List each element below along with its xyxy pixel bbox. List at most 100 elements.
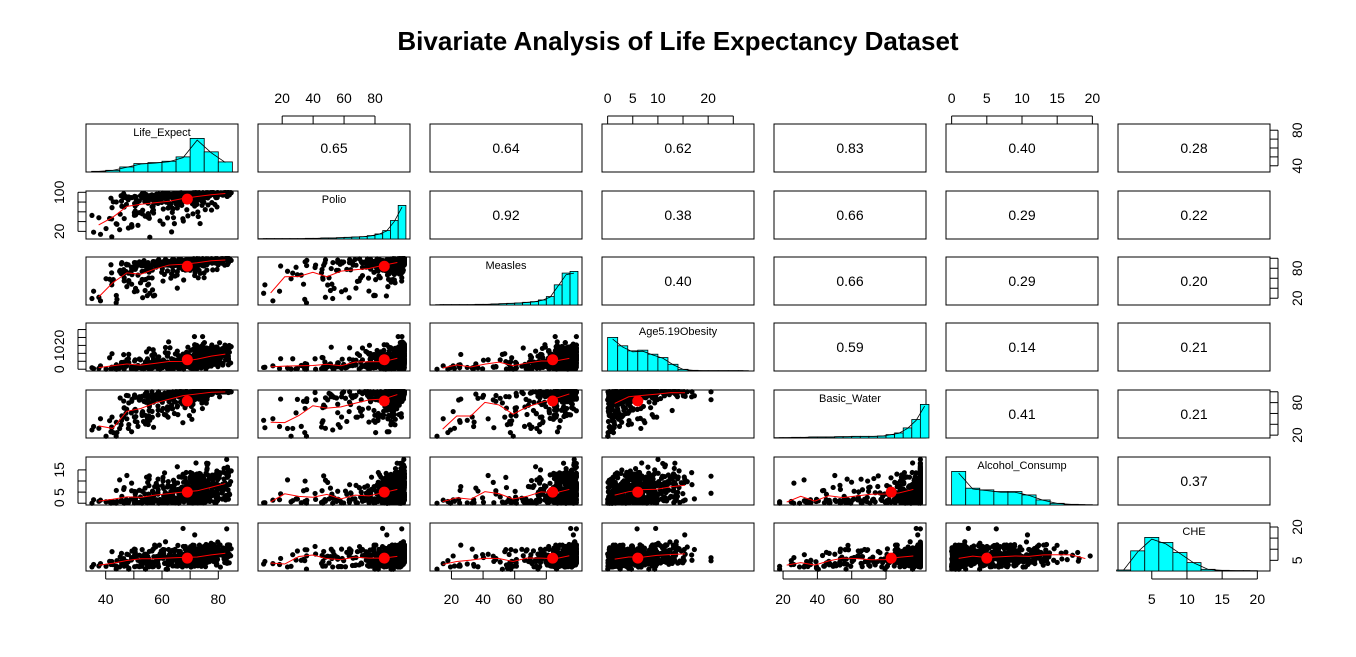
scatter-point [142, 287, 148, 294]
scatter-panel [257, 322, 411, 372]
scatter-point [330, 259, 336, 266]
scatter-point [201, 275, 207, 281]
scatter-panel [257, 389, 411, 439]
scatter-point [155, 365, 161, 371]
scatter-point [204, 389, 210, 395]
scatter-point [398, 256, 404, 262]
scatter-point [540, 420, 546, 426]
scatter-point [160, 190, 166, 196]
scatter-point [330, 427, 336, 433]
scatter-point [293, 410, 299, 416]
scatter-point [135, 423, 141, 429]
histogram-bar [189, 137, 205, 173]
scatter-point [385, 284, 391, 290]
histogram-bar [217, 161, 233, 173]
scatter-point [226, 342, 232, 349]
scatter-point [480, 392, 487, 398]
scatter-point [573, 342, 579, 349]
scatter-point [450, 408, 456, 415]
scatter-point [197, 363, 203, 369]
scatter-point [509, 355, 515, 361]
correlation-panel: 0.59 [773, 322, 927, 372]
scatter-point [161, 195, 167, 201]
correlation-panel: 0.62 [601, 123, 755, 173]
scatter-point [513, 365, 520, 371]
histogram-bar [390, 220, 399, 240]
histogram-bar [561, 272, 571, 306]
scatter-point [202, 207, 208, 213]
correlation-panel: 0.29 [945, 190, 1099, 240]
scatter-point [199, 405, 205, 412]
scatter-point [365, 405, 372, 411]
scatter-point [97, 231, 104, 237]
scatter-point [216, 394, 223, 400]
scatter-point [174, 404, 180, 410]
panel-frame [773, 190, 927, 240]
scatter-point [533, 410, 539, 416]
scatter-point [97, 416, 104, 422]
scatter-point [151, 200, 157, 207]
scatter-point [129, 429, 135, 435]
scatter-point [204, 267, 210, 273]
scatter-point [503, 393, 509, 400]
histogram-bar [607, 336, 619, 372]
scatter-point [335, 410, 341, 416]
scatter-point [341, 389, 347, 395]
scatter-point [556, 424, 562, 430]
scatter-point [262, 282, 268, 288]
scatter-point [270, 416, 276, 422]
scatter-point [523, 396, 529, 402]
panel-frame [601, 190, 755, 240]
scatter-point [131, 212, 138, 218]
scatter-point [610, 418, 616, 425]
scatter-point [103, 225, 109, 232]
scatter-point [573, 333, 579, 340]
scatter-point [166, 339, 172, 345]
scatter-point [155, 391, 161, 398]
scatter-point [201, 199, 207, 206]
scatter-point [108, 195, 114, 201]
scatter-point [303, 433, 310, 439]
histogram-bar [553, 284, 563, 306]
scatter-point [400, 351, 406, 357]
histogram-bar [617, 345, 629, 372]
scatter-point [434, 366, 440, 372]
scatter-point [556, 347, 562, 353]
scatter-point [222, 262, 228, 268]
scatter-panel [85, 256, 239, 306]
scatter-point [471, 423, 477, 430]
mean-point [181, 354, 193, 366]
correlation-panel: 0.66 [773, 256, 927, 306]
scatter-point [347, 345, 353, 351]
scatter-point [335, 401, 341, 407]
scatter-point [131, 393, 138, 400]
variable-label: Measles [486, 260, 527, 272]
scatter-point [97, 298, 104, 304]
scatter-point [541, 363, 547, 369]
scatter-point [634, 406, 640, 412]
diagonal-panel: Age5.19Obesity [601, 322, 755, 372]
scatter-point [108, 262, 114, 268]
scatter-point [335, 257, 341, 263]
scatter-point [366, 342, 373, 348]
scatter-point [322, 366, 329, 372]
scatter-point [319, 420, 325, 426]
scatter-point [367, 350, 373, 357]
panel-frame [257, 123, 411, 173]
scatter-point [174, 285, 180, 291]
scatter-point [126, 351, 132, 357]
correlation-value: 0.40 [664, 273, 691, 289]
variable-label: Polio [322, 194, 346, 206]
scatter-point [208, 207, 215, 213]
scatter-point [339, 356, 345, 362]
scatter-point [129, 365, 135, 371]
scatter-point [168, 402, 175, 408]
scatter-point [192, 272, 198, 279]
histogram-bar [397, 204, 407, 240]
scatter-point [313, 366, 319, 372]
scatter-point [396, 265, 403, 271]
scatter-point [330, 366, 336, 372]
scatter-point [557, 417, 563, 424]
scatter-point [155, 412, 161, 418]
